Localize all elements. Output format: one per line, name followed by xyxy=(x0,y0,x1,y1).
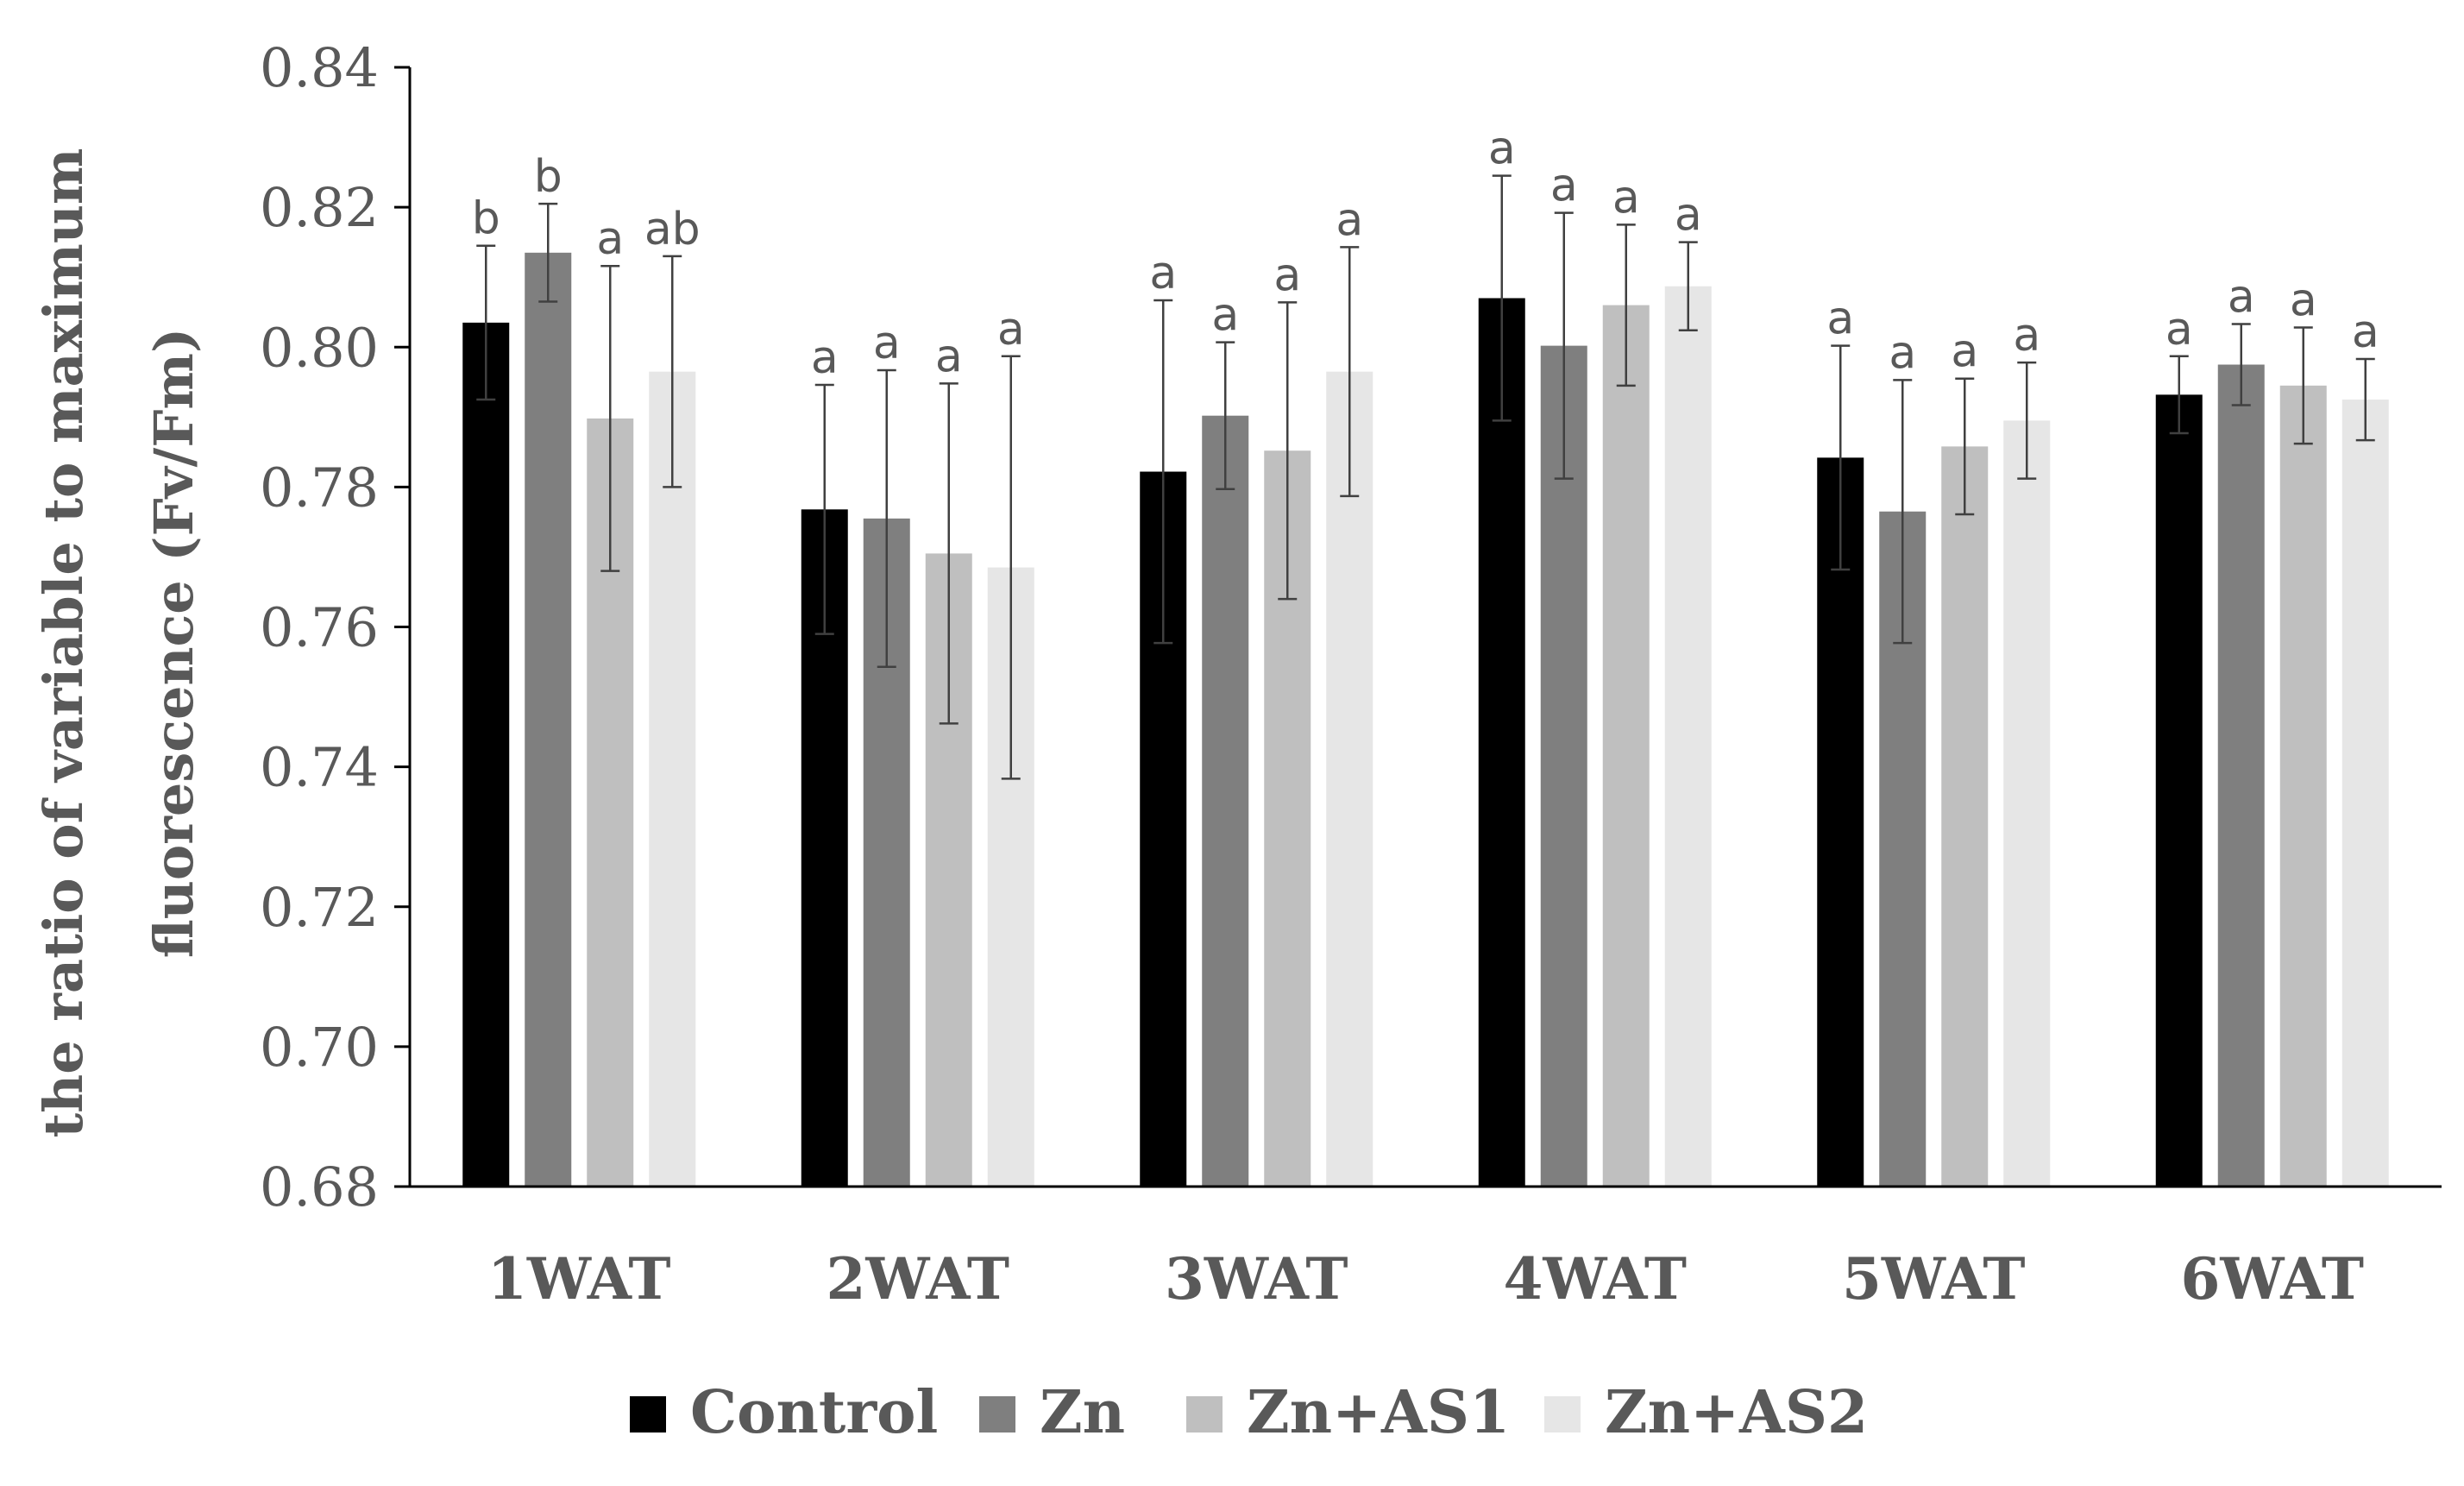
error-bars xyxy=(476,174,2375,780)
bar xyxy=(2341,400,2389,1187)
error-bar xyxy=(600,264,620,572)
error-bar xyxy=(939,382,959,725)
y-tick-label: 0.78 xyxy=(260,456,379,519)
legend-label: Zn xyxy=(1040,1378,1125,1447)
y-tick-label: 0.76 xyxy=(260,596,379,659)
error-bar xyxy=(1340,246,1360,498)
bar xyxy=(1817,457,1864,1187)
error-bar xyxy=(1216,341,1235,491)
significance-letter: a xyxy=(2228,271,2255,323)
y-tick-label: 0.84 xyxy=(260,36,379,99)
bar xyxy=(649,371,696,1187)
legend-swatch xyxy=(1186,1396,1223,1432)
significance-letter: a xyxy=(2013,310,2040,362)
error-bar xyxy=(1278,301,1298,601)
legend-swatch xyxy=(979,1396,1015,1432)
bar xyxy=(1478,298,1525,1187)
legend-label: Control xyxy=(690,1378,938,1447)
error-bar xyxy=(2293,326,2313,445)
bar xyxy=(2279,385,2327,1187)
significance-letter: ab xyxy=(644,204,701,255)
error-bar xyxy=(1492,174,1512,422)
x-category-label: 5WAT xyxy=(1842,1245,2026,1313)
significance-letter: a xyxy=(1951,326,1978,378)
significance-letter: a xyxy=(1612,172,1640,224)
significance-letter: a xyxy=(1336,194,1363,246)
error-bar xyxy=(814,383,834,635)
significance-letter: b xyxy=(534,151,563,203)
y-axis-ticks: 0.68 0.70 0.72 0.74 0.76 0.78 0.80 0.82 0.84 xyxy=(260,36,410,1218)
y-axis-title-line-2: fluorescence (Fv/Fm) xyxy=(142,328,205,959)
legend-label: Zn+AS1 xyxy=(1247,1378,1510,1447)
x-category-label: 4WAT xyxy=(1503,1245,1687,1313)
error-bar xyxy=(2355,357,2375,442)
bar xyxy=(2217,364,2265,1187)
error-bar xyxy=(538,202,558,303)
significance-letter: a xyxy=(1211,290,1239,342)
error-bar xyxy=(2169,355,2189,435)
significance-letter: a xyxy=(811,332,839,384)
error-bar xyxy=(2017,361,2037,480)
x-axis-category-labels: 1WAT 2WAT 3WAT 4WAT 5WAT 6WAT xyxy=(487,1245,2364,1313)
significance-letter: a xyxy=(1273,249,1301,301)
significance-letter: a xyxy=(935,331,963,382)
significance-letter: b xyxy=(472,193,500,245)
x-category-label: 1WAT xyxy=(487,1245,671,1313)
error-bar xyxy=(877,368,896,668)
significance-letter: a xyxy=(997,304,1025,356)
significance-letter: a xyxy=(1826,293,1854,345)
y-tick-label: 0.80 xyxy=(260,316,379,379)
error-bar xyxy=(1831,344,1851,571)
significance-letter: a xyxy=(1675,190,1702,242)
error-bar xyxy=(1554,211,1574,480)
significance-letter: a xyxy=(1889,327,1916,379)
y-tick-label: 0.68 xyxy=(260,1155,379,1218)
error-bar xyxy=(2231,323,2251,406)
bar xyxy=(2003,420,2051,1187)
bar xyxy=(2155,394,2203,1187)
error-bar xyxy=(1678,241,1698,332)
error-bar xyxy=(1616,224,1636,387)
bar xyxy=(525,252,572,1187)
y-tick-label: 0.72 xyxy=(260,876,379,939)
error-bar xyxy=(1955,377,1975,516)
error-bar xyxy=(1893,379,1913,645)
significance-letter: a xyxy=(1488,123,1516,175)
bar-series xyxy=(462,252,2389,1187)
significance-letter: a xyxy=(1550,161,1578,212)
bar xyxy=(1664,286,1712,1187)
significance-letter: a xyxy=(1149,248,1177,299)
legend: Control Zn Zn+AS1 Zn+AS2 xyxy=(630,1378,1868,1447)
y-axis-title-line-1: the ratio of variable to maximum xyxy=(32,148,95,1138)
x-category-label: 2WAT xyxy=(826,1245,1009,1313)
significance-letter: a xyxy=(2165,304,2193,356)
x-category-label: 6WAT xyxy=(2180,1245,2364,1313)
axes xyxy=(408,67,2442,1188)
error-bar xyxy=(1153,299,1173,645)
error-bar xyxy=(663,255,682,488)
legend-swatch xyxy=(1544,1396,1581,1432)
bar xyxy=(462,322,510,1187)
legend-label: Zn+AS2 xyxy=(1605,1378,1868,1447)
y-axis-title: the ratio of variable to maximum fluores… xyxy=(32,148,205,1138)
error-bar xyxy=(1001,355,1021,780)
significance-letter: a xyxy=(2352,306,2379,358)
legend-swatch xyxy=(630,1396,666,1432)
y-tick-label: 0.82 xyxy=(260,176,379,239)
significance-letter: a xyxy=(2290,275,2317,327)
significance-letter: a xyxy=(873,318,901,369)
bar xyxy=(1941,446,1989,1187)
bar xyxy=(1326,371,1373,1187)
bar xyxy=(1202,415,1249,1187)
bar xyxy=(1602,305,1650,1187)
significance-letter: a xyxy=(596,213,624,265)
y-tick-label: 0.70 xyxy=(260,1016,379,1079)
x-category-label: 3WAT xyxy=(1165,1245,1348,1313)
bar xyxy=(1540,345,1587,1187)
y-tick-label: 0.74 xyxy=(260,736,379,799)
error-bar xyxy=(476,244,496,401)
